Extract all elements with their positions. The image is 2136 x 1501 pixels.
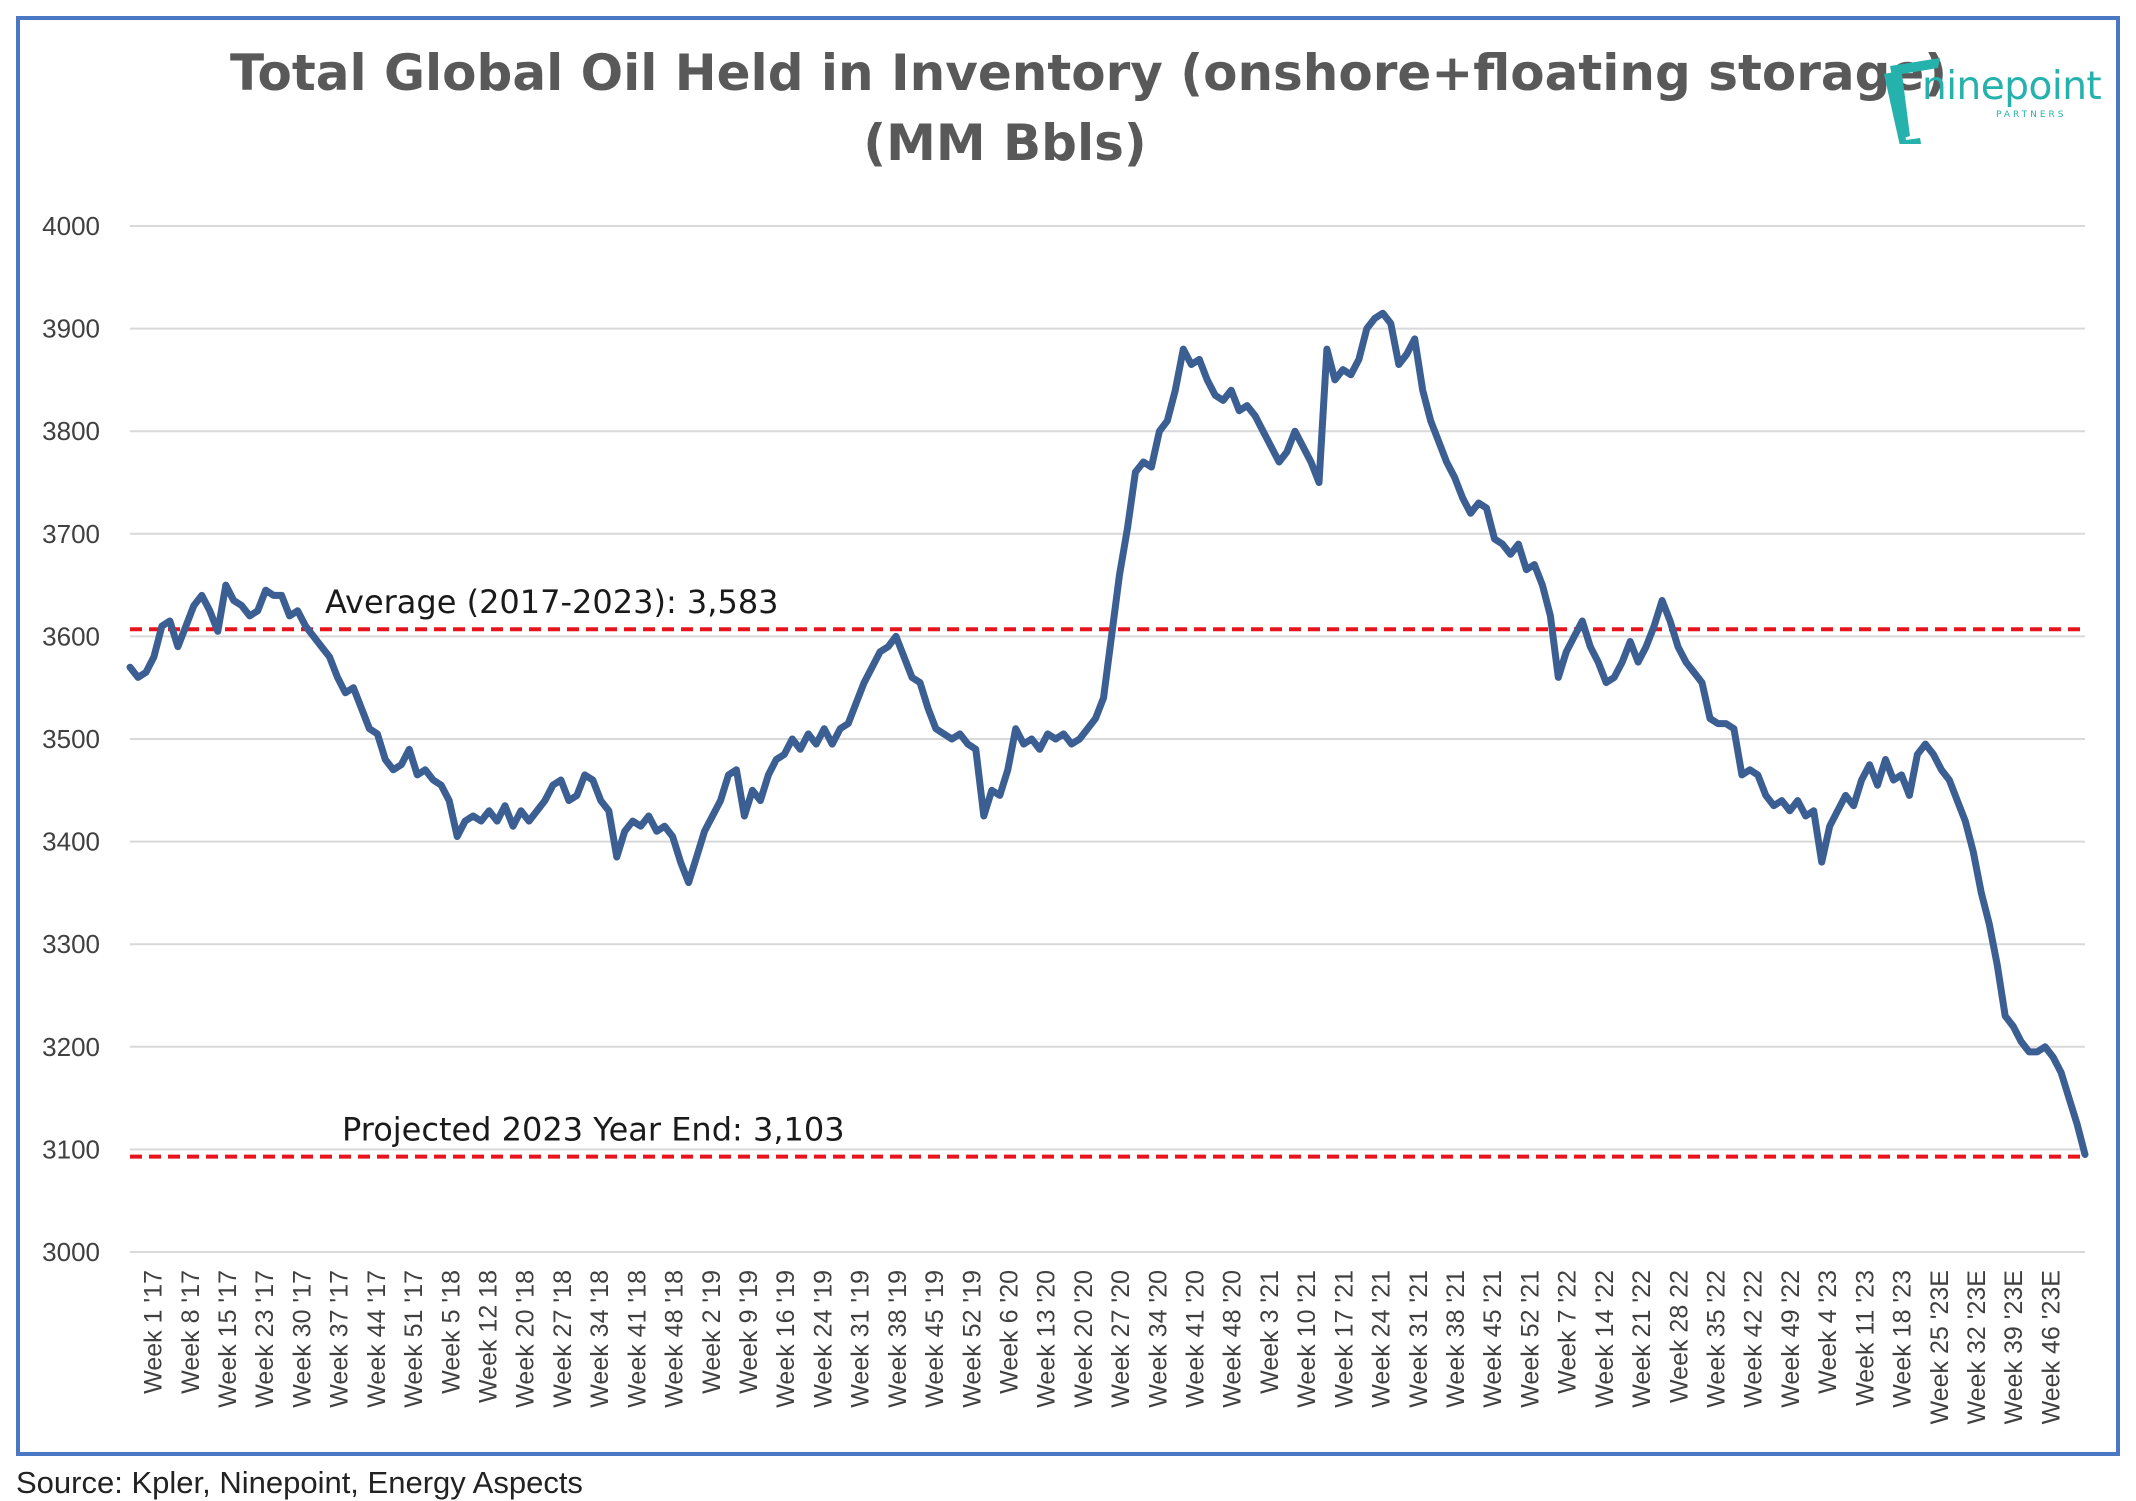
x-tick-label: Week 2 '19 xyxy=(698,1270,726,1394)
x-tick-label: Week 45 '21 xyxy=(1479,1270,1507,1408)
x-tick-label: Week 13 '20 xyxy=(1033,1270,1061,1408)
x-tick-label: Week 41 '18 xyxy=(623,1270,651,1408)
x-tick-label: Week 20 '18 xyxy=(512,1270,540,1408)
y-axis-tick-labels: 4000 3900 3800 3700 3600 3500 3400 3300 3200 3100… xyxy=(42,211,100,1267)
x-tick-label: Week 21 '22 xyxy=(1628,1270,1656,1408)
gridlines xyxy=(130,225,2085,1253)
x-tick-label: Week 51 '17 xyxy=(400,1270,428,1408)
x-tick-label: Week 31 '21 xyxy=(1405,1270,1433,1408)
x-tick-label: Week 45 '19 xyxy=(921,1270,949,1408)
x-tick-label: Week 44 '17 xyxy=(363,1270,391,1408)
logo-subtext: PARTNERS xyxy=(1996,110,2067,120)
x-tick-label: Week 30 '17 xyxy=(288,1270,316,1408)
x-tick-label: Week 3 '21 xyxy=(1256,1270,1284,1394)
x-tick-label: Week 42 '22 xyxy=(1740,1270,1768,1408)
logo-frame-icon xyxy=(1884,58,1940,146)
x-tick-label: Week 5 '18 xyxy=(437,1270,465,1394)
reference-lines: Average (2017-2023): 3,583 Projected 2023… xyxy=(130,583,2085,1159)
chart-title: Total Global Oil Held in Inventory (onsh… xyxy=(230,38,1948,178)
x-tick-label: Week 39 '23E xyxy=(2000,1270,2028,1424)
x-tick-label: Week 14 '22 xyxy=(1591,1270,1619,1408)
x-tick-label: Week 32 '23E xyxy=(1963,1270,1991,1424)
x-tick-label: Week 9 '19 xyxy=(735,1270,763,1394)
x-tick-label: Week 4 '23 xyxy=(1814,1270,1842,1394)
y-tick-label: 3800 xyxy=(42,416,100,446)
logo-text: ninepoint xyxy=(1922,64,2102,109)
x-tick-label: Week 24 '21 xyxy=(1368,1270,1396,1408)
x-tick-label: Week 24 '19 xyxy=(809,1270,837,1408)
x-tick-label: Week 6 '20 xyxy=(995,1270,1023,1394)
y-tick-label: 3600 xyxy=(42,621,100,651)
x-tick-label: Week 28 22 xyxy=(1665,1270,1693,1403)
x-tick-label: Week 10 '21 xyxy=(1293,1270,1321,1408)
x-tick-label: Week 15 '17 xyxy=(214,1270,242,1408)
x-tick-label: Week 27 '18 xyxy=(549,1270,577,1408)
x-tick-label: Week 11 '23 xyxy=(1851,1270,1879,1406)
x-tick-label: Week 41 '20 xyxy=(1182,1270,1210,1408)
x-tick-label: Week 18 '23 xyxy=(1889,1270,1917,1408)
y-tick-label: 3300 xyxy=(42,929,100,959)
x-tick-label: Week 17 '21 xyxy=(1330,1270,1358,1408)
y-tick-label: 3500 xyxy=(42,724,100,754)
x-tick-label: Week 31 '19 xyxy=(847,1270,875,1408)
x-tick-label: Week 1 '17 xyxy=(140,1270,168,1394)
x-tick-label: Week 46 '23E xyxy=(2037,1270,2065,1424)
y-tick-label: 3400 xyxy=(42,827,100,857)
x-tick-label: Week 25 '23E xyxy=(1926,1270,1954,1424)
x-tick-label: Week 20 '20 xyxy=(1070,1270,1098,1408)
x-tick-label: Week 38 '19 xyxy=(884,1270,912,1408)
x-tick-label: Week 38 '21 xyxy=(1442,1270,1470,1408)
x-tick-label: Week 34 '18 xyxy=(586,1270,614,1408)
x-tick-label: Week 48 '18 xyxy=(661,1270,689,1408)
y-tick-label: 3700 xyxy=(42,519,100,549)
y-tick-label: 3900 xyxy=(42,314,100,344)
x-tick-label: Week 16 '19 xyxy=(772,1270,800,1408)
x-tick-label: Week 52 '19 xyxy=(958,1270,986,1408)
series-line xyxy=(126,309,2089,1158)
x-tick-label: Week 23 '17 xyxy=(251,1270,279,1408)
x-tick-label: Week 35 '22 xyxy=(1702,1270,1730,1408)
x-tick-label: Week 52 '21 xyxy=(1516,1270,1544,1408)
x-axis-tick-labels: Week 1 '17 Week 8 '17 Week 15 '17 Week 23 '… xyxy=(140,1270,2066,1424)
x-tick-label: Week 48 '20 xyxy=(1219,1270,1247,1408)
series-layer xyxy=(126,309,2089,1158)
y-tick-label: 3000 xyxy=(42,1237,100,1267)
reference-line-label: Average (2017-2023): 3,583 xyxy=(325,583,779,621)
x-tick-label: Week 34 '20 xyxy=(1144,1270,1172,1408)
x-tick-label: Week 27 '20 xyxy=(1107,1270,1135,1408)
x-tick-label: Week 49 '22 xyxy=(1777,1270,1805,1408)
y-tick-label: 3100 xyxy=(42,1134,100,1164)
x-tick-label: Week 7 '22 xyxy=(1554,1270,1582,1394)
ninepoint-logo: ninepoint PARTNERS xyxy=(1880,52,2105,146)
x-tick-label: Week 37 '17 xyxy=(326,1270,354,1408)
x-tick-label: Week 8 '17 xyxy=(177,1270,205,1394)
chart-title-line2: (MM Bbls) xyxy=(863,114,1147,172)
y-tick-label: 3200 xyxy=(42,1032,100,1062)
source-note: Source: Kpler, Ninepoint, Energy Aspects xyxy=(16,1465,583,1500)
x-tick-label: Week 12 18 xyxy=(475,1270,503,1403)
chart-title-line1: Total Global Oil Held in Inventory (onsh… xyxy=(230,44,1948,102)
y-tick-label: 4000 xyxy=(42,211,100,241)
reference-line-label: Projected 2023 Year End: 3,103 xyxy=(342,1111,845,1149)
